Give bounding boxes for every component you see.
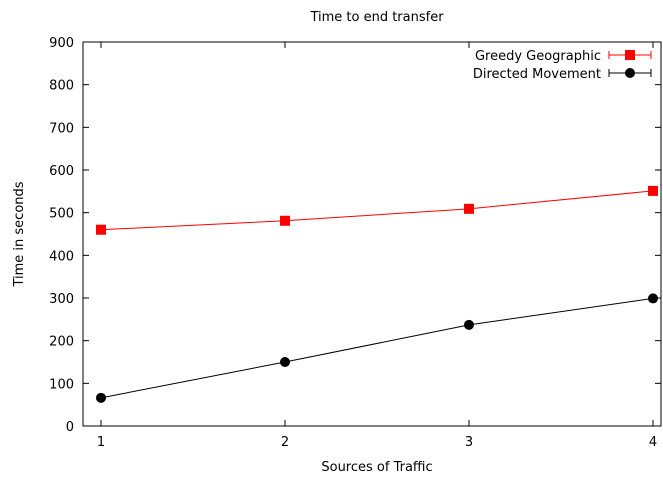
y-tick-label: 900 bbox=[49, 36, 74, 51]
series-1 bbox=[96, 185, 658, 235]
data-point bbox=[648, 185, 658, 196]
legend-label: Greedy Geographic bbox=[475, 49, 601, 64]
data-point bbox=[96, 224, 106, 235]
x-tick-label: 3 bbox=[465, 435, 473, 450]
y-tick-label: 200 bbox=[49, 335, 74, 350]
plot-frame bbox=[82, 41, 662, 427]
legend-label: Directed Movement bbox=[473, 67, 601, 82]
x-tick-label: 2 bbox=[281, 435, 289, 450]
data-point bbox=[464, 203, 474, 214]
axis-ticks: 0 100 200 300 400 500 600 700 800 900 1 2 3 4 bbox=[49, 36, 661, 450]
series-2 bbox=[96, 293, 658, 403]
x-tick-label: 4 bbox=[649, 435, 657, 450]
data-point bbox=[280, 215, 290, 226]
legend-entry: Directed Movement bbox=[473, 67, 652, 82]
data-point bbox=[280, 357, 290, 367]
data-point bbox=[464, 319, 474, 330]
legend-marker bbox=[625, 50, 635, 60]
legend-entry: Greedy Geographic bbox=[475, 49, 652, 64]
data-point bbox=[96, 392, 106, 403]
series-line bbox=[100, 297, 654, 399]
x-axis-label: Sources of Traffic bbox=[321, 460, 432, 475]
y-axis-label: Time in seconds bbox=[12, 181, 27, 287]
legend-marker bbox=[625, 68, 635, 78]
y-tick-label: 0 bbox=[66, 420, 74, 435]
series-layer bbox=[96, 185, 658, 403]
x-tick-label: 1 bbox=[97, 435, 105, 450]
legend: Greedy Geographic Directed Movement bbox=[473, 49, 652, 82]
y-tick-label: 500 bbox=[49, 207, 74, 222]
series-line bbox=[100, 190, 654, 231]
y-tick-label: 400 bbox=[49, 249, 74, 264]
chart-title: Time to end transfer bbox=[309, 10, 444, 25]
y-tick-label: 100 bbox=[49, 377, 74, 392]
y-tick-label: 800 bbox=[49, 79, 74, 94]
data-point bbox=[648, 293, 658, 304]
y-tick-label: 600 bbox=[49, 164, 74, 179]
y-tick-label: 300 bbox=[49, 292, 74, 307]
y-tick-label: 700 bbox=[49, 121, 74, 136]
